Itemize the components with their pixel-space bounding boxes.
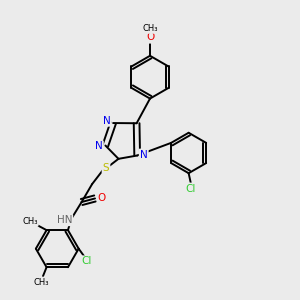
Text: N: N <box>103 116 110 126</box>
Text: S: S <box>103 163 109 173</box>
Text: O: O <box>146 32 155 42</box>
Text: CH₃: CH₃ <box>34 278 49 286</box>
Text: CH₃: CH₃ <box>143 24 158 33</box>
Text: N: N <box>140 150 148 160</box>
Text: Cl: Cl <box>82 256 92 266</box>
Text: N: N <box>95 141 103 152</box>
Text: CH₃: CH₃ <box>22 217 38 226</box>
Text: O: O <box>98 193 106 203</box>
Text: Cl: Cl <box>185 184 196 194</box>
Text: HN: HN <box>57 215 72 225</box>
